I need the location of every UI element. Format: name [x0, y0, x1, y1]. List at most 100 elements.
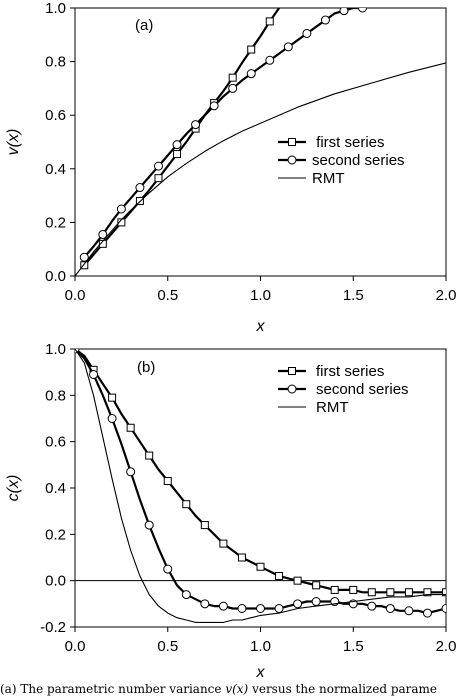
caption-math: v(x)	[225, 682, 249, 696]
x-tick-label: 0.5	[157, 638, 178, 655]
plot-frame	[74, 7, 447, 277]
rmt-line	[75, 349, 446, 623]
first-series-square-marker	[145, 451, 154, 460]
second-series-circle-marker	[126, 467, 136, 477]
y-tick-label: 0.2	[45, 214, 66, 231]
second-series-circle-marker	[172, 140, 182, 150]
x-tick-label: 0.5	[157, 287, 178, 304]
series-first-series	[80, 8, 281, 270]
y-tick-label: -0.2	[40, 619, 66, 636]
first-series-square-marker	[117, 218, 126, 227]
y-tick-label: 1.0	[45, 0, 66, 17]
second-series-circle-marker	[89, 369, 99, 379]
legend-first-series-square-marker	[288, 138, 296, 146]
first-series-square-marker	[247, 45, 256, 54]
series-rmt	[75, 62, 446, 276]
caption-suffix: versus the normalized parame	[248, 682, 438, 696]
legend-label-first-series: first series	[316, 363, 384, 380]
second-series-circle-marker	[107, 414, 117, 423]
figure-caption: (a) The parametric number variance v(x) …	[0, 681, 474, 697]
plot-data-area	[75, 349, 446, 623]
second-series-circle-marker	[218, 601, 228, 611]
x-tick-label: 2.0	[436, 638, 457, 655]
second-series-circle-marker	[385, 603, 395, 613]
second-series-circle-marker	[144, 520, 154, 530]
y-tick-label: 1.0	[45, 341, 66, 358]
first-series-square-marker	[367, 588, 376, 597]
first-series-line	[83, 8, 281, 267]
second-series-circle-marker	[358, 8, 368, 13]
y-tick-label: 0.0	[45, 268, 66, 285]
second-series-circle-marker	[153, 161, 163, 171]
first-series-square-marker	[275, 572, 284, 581]
x-tick-label: 1.5	[343, 638, 364, 655]
first-series-square-marker	[200, 521, 209, 530]
first-series-square-marker	[219, 539, 228, 548]
y-tick-label: 0.8	[45, 54, 66, 71]
second-series-circle-marker	[302, 28, 312, 38]
second-series-circle-marker	[256, 603, 265, 613]
second-series-circle-marker	[79, 252, 89, 262]
first-series-square-marker	[349, 585, 358, 594]
x-tick-label: 1.5	[343, 287, 364, 304]
second-series-circle-marker	[116, 204, 126, 214]
legend-first-series-square-marker	[288, 367, 296, 375]
second-series-circle-marker	[283, 42, 293, 52]
rmt-line	[75, 62, 446, 276]
legend-label-rmt: RMT	[312, 170, 345, 187]
second-series-circle-marker	[98, 229, 108, 239]
first-series-square-marker	[423, 588, 432, 597]
series-first-series	[75, 349, 446, 597]
series-second-series	[75, 349, 446, 618]
first-series-square-marker	[237, 553, 246, 562]
first-series-square-marker	[126, 423, 135, 432]
second-series-circle-marker	[367, 601, 377, 611]
first-series-square-marker	[442, 588, 446, 597]
panel-label: (b)	[137, 359, 155, 376]
x-tick-label: 1.0	[250, 287, 271, 304]
panel-a-chart: 0.0 0.5 1.0 1.5 2.0 0.0 0.2 0.4 0.6 0.8 1.0 x v(x) (a…	[5, 0, 456, 335]
legend-label-rmt: RMT	[316, 399, 349, 416]
first-series-square-marker	[228, 73, 237, 82]
second-series-circle-marker	[209, 101, 219, 111]
second-series-circle-marker	[200, 599, 210, 609]
legend-label-second-series: second series	[312, 152, 405, 169]
second-series-circle-marker	[163, 564, 173, 574]
first-series-square-marker	[256, 562, 265, 571]
y-tick-label: 0.0	[45, 573, 66, 590]
second-series-circle-marker	[135, 183, 145, 193]
second-series-circle-marker	[320, 15, 330, 25]
y-axis-label: c(x)	[5, 475, 22, 502]
second-series-circle-marker	[228, 83, 238, 93]
second-series-circle-marker	[404, 606, 414, 616]
panel-label: (a)	[135, 17, 153, 34]
second-series-circle-marker	[191, 120, 201, 130]
legend-label-first-series: first series	[312, 134, 385, 151]
first-series-square-marker	[80, 261, 89, 270]
legend-second-series-circle-marker	[287, 384, 297, 394]
y-tick-label: 0.2	[45, 526, 66, 543]
second-series-circle-marker	[441, 603, 446, 613]
first-series-square-marker	[154, 174, 163, 183]
x-axis-label: x	[256, 664, 266, 681]
plot-data-area	[75, 8, 446, 276]
second-series-circle-marker	[246, 69, 256, 79]
x-tick-label: 0.0	[65, 287, 86, 304]
first-series-square-marker	[265, 17, 274, 26]
legend-second-series-circle-marker	[287, 155, 297, 165]
series-rmt	[75, 349, 446, 623]
second-series-circle-marker	[339, 8, 349, 16]
caption-prefix: (a) The parametric number variance	[0, 682, 226, 696]
x-tick-label: 2.0	[436, 287, 457, 304]
first-series-square-marker	[163, 477, 172, 486]
second-series-circle-marker	[265, 55, 275, 65]
x-tick-label: 0.0	[65, 638, 86, 655]
second-series-circle-marker	[311, 597, 321, 607]
second-series-circle-marker	[274, 603, 284, 613]
first-series-square-marker	[386, 588, 395, 597]
first-series-square-marker	[173, 150, 182, 159]
y-tick-label: 0.6	[45, 434, 66, 451]
